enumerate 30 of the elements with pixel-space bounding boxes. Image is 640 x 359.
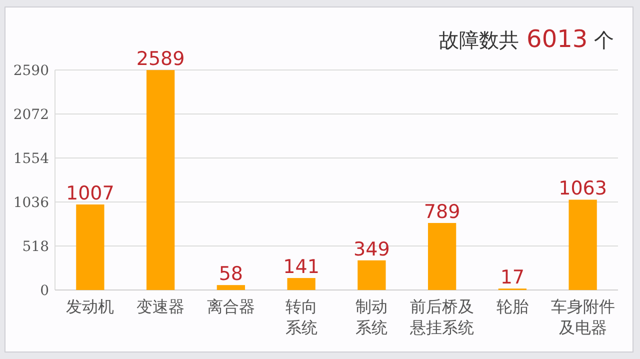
data-label: 1007 [66,182,114,204]
x-tick-label: 发动机 [66,297,114,316]
data-label: 2589 [136,48,185,70]
data-label: 789 [424,200,460,223]
bar [76,204,104,290]
x-tick-label: 轮胎 [496,297,528,316]
y-tick-label: 518 [22,238,49,255]
y-tick-label: 2590 [13,62,49,79]
bar [428,222,456,290]
x-tick-label: 车身附件及电器 [550,297,615,337]
chart-title: 故障数共 6013 个 [438,25,614,53]
x-tick-label: 制动系统 [356,297,388,337]
bar [287,278,316,290]
bar [568,200,597,290]
x-tick-label: 转向系统 [285,297,318,337]
data-label: 141 [283,256,320,278]
x-tick-label: 变速器 [136,297,185,316]
y-tick-label: 1554 [13,150,50,167]
x-tick-label: 前后桥及悬挂系统 [409,297,474,337]
x-tick-label: 离合器 [206,297,255,316]
y-tick-label: 0 [40,282,49,299]
y-tick-label: 2072 [13,106,49,123]
bar [146,70,175,290]
bar [358,260,386,290]
y-tick-label: 1036 [13,194,50,211]
data-label: 349 [354,238,390,260]
data-label: 17 [500,266,525,289]
data-label: 1063 [558,178,607,200]
bar [216,285,246,290]
data-label: 58 [218,263,244,286]
